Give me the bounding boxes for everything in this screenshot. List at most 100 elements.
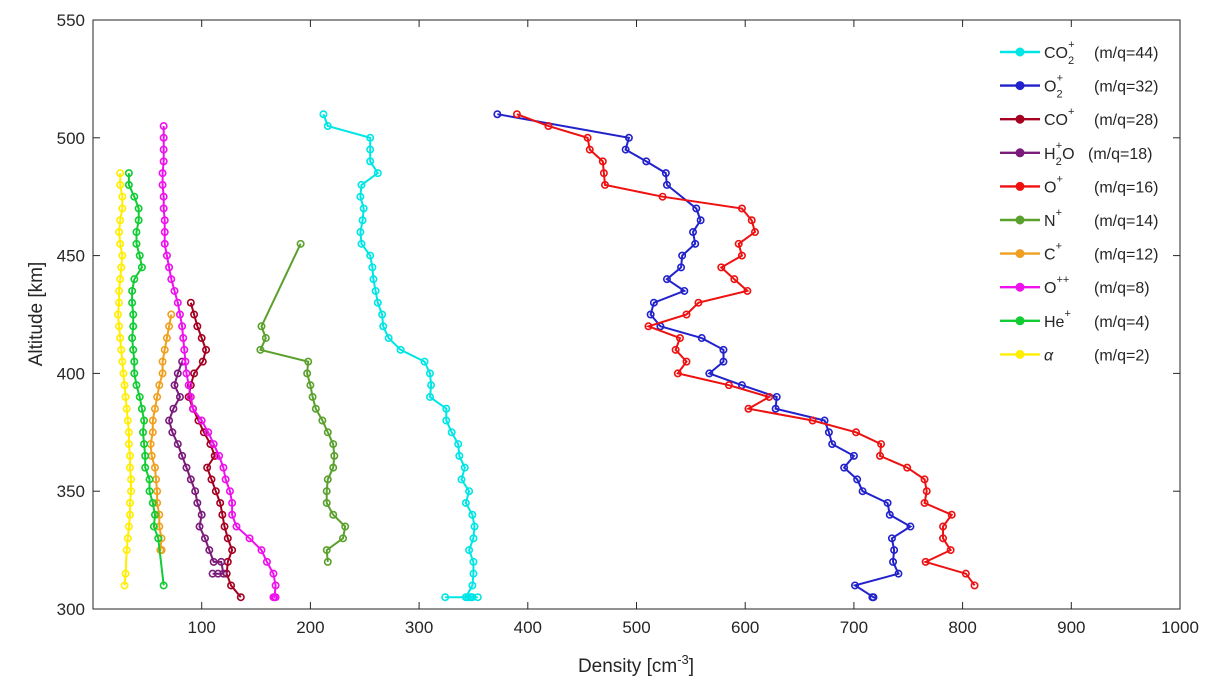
series-9-point [122,404,131,413]
series-4-point [939,522,948,531]
series-4-point [744,404,753,413]
series-0-point [356,192,365,201]
legend-label: CO+ (m/q=28) [1044,106,1158,129]
series-9-point [121,569,130,578]
series-0-point [357,239,366,248]
series-5-point [304,357,313,366]
series-2-point [236,593,245,602]
y-tick-label: 500 [57,129,85,148]
series-8-point [128,286,137,295]
x-axis-label-sup: -3 [677,652,689,667]
series-8-point [145,487,154,496]
series-0-point [359,204,368,213]
series-1-point [889,557,898,566]
series-0-line [322,113,478,599]
legend-label-mq: (m/q=44) [1094,45,1158,62]
series-0-point [468,593,477,602]
series-7-point [173,298,182,307]
series-8-point [159,581,168,590]
series-6-point [162,334,171,343]
series-0-point [425,369,434,378]
series-4-point [947,510,956,519]
series-3-point [208,569,217,578]
series-3-point [178,451,187,460]
legend-label: O+ (m/q=16) [1044,173,1158,196]
series-2-point [202,345,211,354]
series-3-point [175,392,184,401]
series-9-point [116,239,125,248]
series-6-point [153,392,162,401]
series-4-point [946,546,955,555]
series-7-point [158,180,167,189]
series-1-point [840,463,849,472]
x-axis-label-base: Density [cm [578,656,677,677]
legend-item: O++ (m/q=8) [1000,274,1150,297]
series-1-point [719,357,728,366]
series-0-point [455,451,464,460]
series-6-point [148,428,157,437]
series-5-point [329,440,338,449]
series-8-point [145,475,154,484]
series-1-point [772,392,781,401]
series-3-point [169,404,178,413]
series-7-point [209,440,218,449]
series-7 [158,122,280,602]
series-8-point [130,369,139,378]
series-7-point [159,204,168,213]
series-8-point [129,310,138,319]
series-8-point [150,510,159,519]
series-7-point [159,122,168,131]
series-2-point [197,334,206,343]
series-1-point [824,428,833,437]
y-tick-label: 400 [57,364,85,383]
series-0-point [379,322,388,331]
series-2-point [211,487,220,496]
series-0-point [368,263,377,272]
series-7-point [159,192,168,201]
series-8-point [130,192,139,201]
legend-label-mq: (m/q=28) [1094,112,1158,129]
series-0-point [469,557,478,566]
series-0-point [373,298,382,307]
series-4-point [717,263,726,272]
series-2-point [228,546,237,555]
legend-item: α (m/q=2) [1000,347,1150,364]
series-0-point [366,157,375,166]
series-0-point [369,275,378,284]
series-7-point [160,216,169,225]
series-8-point [134,216,143,225]
series-4-point [737,251,746,260]
series-4-point [724,381,733,390]
series-1-point [858,487,867,496]
series-8-point [135,392,144,401]
series-5-point [339,534,348,543]
series-3-point [209,557,218,566]
series-6-point [153,498,162,507]
series-8-point [137,263,146,272]
legend-swatch-marker [1015,114,1025,124]
series-4-point [875,451,884,460]
series-4-point [877,440,886,449]
legend-label-sup: + [1056,241,1062,253]
series-0-point [442,404,451,413]
series-9-point [123,416,132,425]
series-7-point [170,286,179,295]
x-tick-label: 700 [840,618,868,637]
series-6-point [155,381,164,390]
legend-label-base: CO [1044,45,1068,62]
series-5-point [329,510,338,519]
series-7-point [257,546,266,555]
series-5-point [341,522,350,531]
series-7-point [162,251,171,260]
series-5-point [330,451,339,460]
series-9-point [116,169,125,178]
series-5-point [322,546,331,555]
legend-item: N+ (m/q=14) [1000,207,1158,230]
series-0-point [460,463,469,472]
series-1-point [853,475,862,484]
series-5-line [258,243,347,562]
series-8-point [149,522,158,531]
x-tick-label: 800 [948,618,976,637]
series-1-point [849,451,858,460]
legend-label-mq: (m/q=4) [1094,314,1150,331]
